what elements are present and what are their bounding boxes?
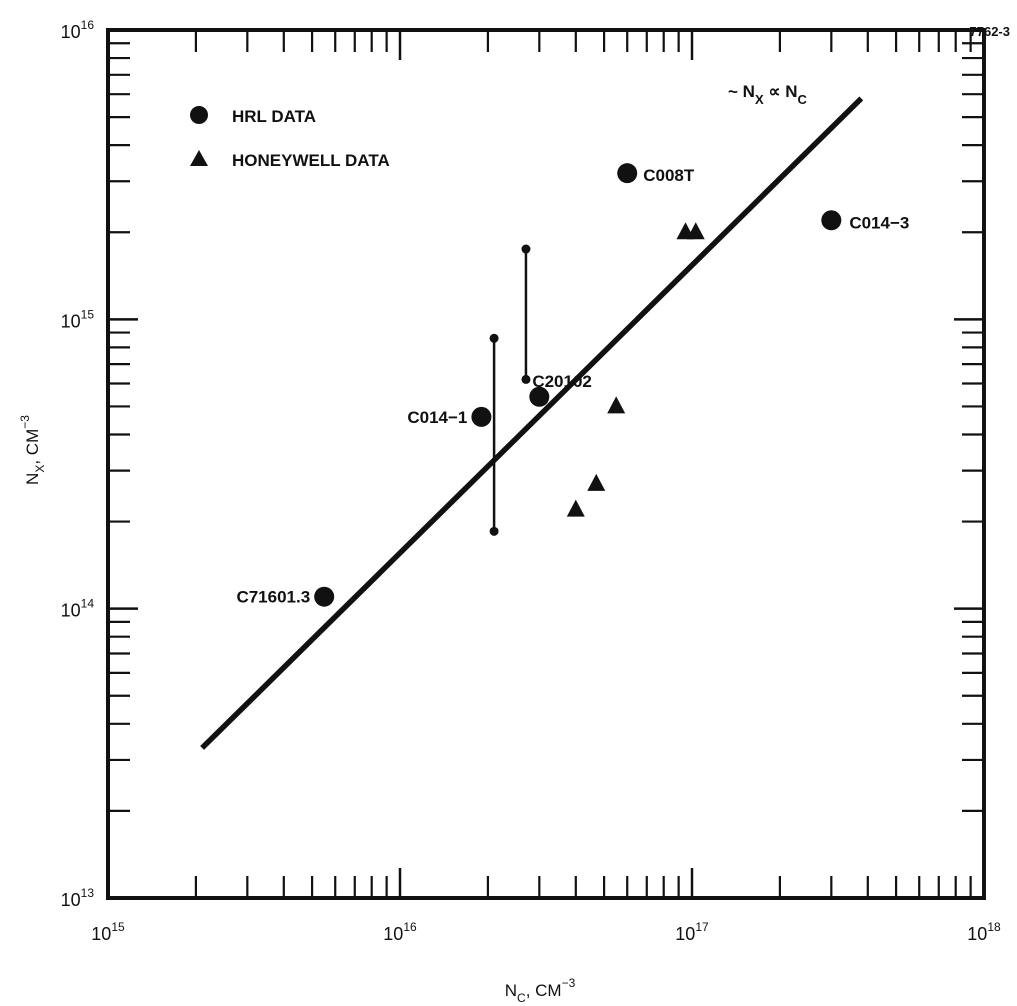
x-tick-label: 1015 xyxy=(91,920,125,944)
x-tick-label: 1018 xyxy=(967,920,1001,944)
y-tick-label: 1015 xyxy=(61,307,95,331)
point-label: C008T xyxy=(643,166,695,185)
axis-ticks xyxy=(106,28,986,900)
honeywell-data-point xyxy=(686,222,705,240)
fit-annotation: ~ NX ∝ NC xyxy=(728,82,807,107)
x-tick-label: 1016 xyxy=(383,920,417,944)
data-points xyxy=(314,163,842,607)
legend-triangle-marker xyxy=(190,150,208,166)
y-tick-label: 1013 xyxy=(61,886,95,910)
honeywell-data-point xyxy=(566,499,585,517)
point-label: C20102 xyxy=(532,372,592,391)
legend: HRL DATA HONEYWELL DATA xyxy=(190,106,390,170)
figure-id: 7762-3 xyxy=(970,24,1010,39)
legend-label-hrl: HRL DATA xyxy=(232,107,316,126)
x-tick-label: 1017 xyxy=(675,920,709,944)
hrl-data-point xyxy=(471,406,492,427)
error-bar-cap xyxy=(489,526,499,536)
error-bar-cap xyxy=(489,333,499,343)
hrl-data-point xyxy=(617,163,638,184)
honeywell-data-point xyxy=(607,396,626,414)
hrl-data-point xyxy=(529,386,550,407)
x-tick-labels: 1015 1016 1017 1018 xyxy=(91,920,1001,944)
y-tick-label: 1014 xyxy=(61,597,95,621)
legend-label-honeywell: HONEYWELL DATA xyxy=(232,151,390,170)
y-tick-labels: 1013 1014 1015 1016 xyxy=(61,18,95,910)
fit-line xyxy=(200,96,864,750)
point-label: C014−3 xyxy=(849,213,909,232)
y-axis-label: NX, CM−3 xyxy=(18,415,47,485)
plot-frame xyxy=(106,28,986,900)
y-tick-label: 1016 xyxy=(61,18,95,42)
x-axis-label: NC, CM−3 xyxy=(505,976,576,1005)
honeywell-data-point xyxy=(587,473,606,491)
legend-circle-marker xyxy=(190,106,208,124)
error-bar-cap xyxy=(521,374,531,384)
point-label: C71601.3 xyxy=(236,588,310,607)
point-label: C014−1 xyxy=(407,408,467,427)
error-bar-cap xyxy=(521,244,531,254)
hrl-data-point xyxy=(314,586,335,607)
hrl-data-point xyxy=(821,210,842,231)
error-bars xyxy=(489,244,531,536)
point-labels: C71601.3 C014−1 C20102 C008T C014−3 xyxy=(236,166,909,607)
